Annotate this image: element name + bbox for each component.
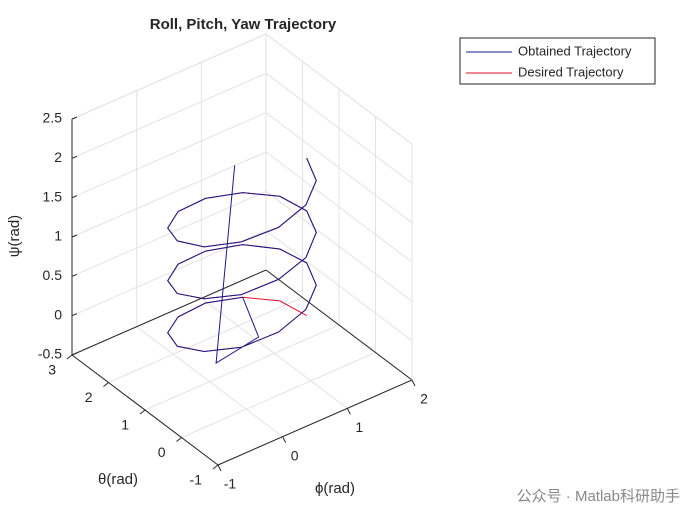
tick-mark bbox=[71, 234, 78, 238]
tick-mark bbox=[71, 155, 78, 159]
trajectory-line bbox=[167, 158, 317, 365]
grid-line bbox=[265, 151, 413, 263]
axis-edge bbox=[71, 33, 267, 120]
legend-label: Obtained Trajectory bbox=[518, 43, 632, 58]
grid-line bbox=[108, 297, 303, 383]
x-axis-label: ϕ(rad) bbox=[315, 480, 355, 497]
z-tick-label: 2 bbox=[54, 149, 62, 165]
x-tick-label: 2 bbox=[420, 391, 428, 407]
z-tick-label: 1 bbox=[54, 228, 62, 244]
tick-mark bbox=[217, 464, 222, 472]
x-tick-label: 1 bbox=[355, 419, 363, 435]
axis-edge bbox=[217, 379, 413, 466]
y-tick-label: 3 bbox=[48, 362, 56, 378]
z-tick-label: 0.5 bbox=[43, 267, 63, 283]
x-tick-label: -1 bbox=[224, 476, 237, 492]
y-tick-label: -1 bbox=[190, 472, 203, 488]
z-tick-label: 2.5 bbox=[43, 110, 63, 126]
tick-mark bbox=[411, 379, 416, 387]
tick-mark bbox=[71, 195, 78, 199]
tick-mark bbox=[176, 437, 182, 442]
tick-mark bbox=[282, 436, 287, 443]
tick-mark bbox=[66, 354, 73, 360]
grid-line bbox=[144, 324, 340, 411]
x-tick-label: 0 bbox=[291, 447, 299, 463]
grid-line bbox=[71, 112, 267, 199]
chart-title: Roll, Pitch, Yaw Trajectory bbox=[150, 16, 337, 33]
tick-mark bbox=[346, 408, 351, 415]
z-tick-label: -0.5 bbox=[38, 346, 62, 362]
tick-mark bbox=[103, 382, 109, 387]
grid-line bbox=[71, 72, 267, 159]
tick-mark bbox=[71, 116, 78, 120]
z-tick-label: 0 bbox=[54, 306, 62, 322]
grid-line bbox=[181, 352, 376, 438]
tick-mark bbox=[71, 352, 78, 356]
tick-mark bbox=[71, 313, 78, 317]
axis-edge bbox=[265, 269, 413, 381]
y-tick-label: 1 bbox=[121, 417, 129, 433]
tick-mark bbox=[139, 409, 146, 415]
legend-label: Desired Trajectory bbox=[518, 64, 624, 79]
tick-mark bbox=[212, 464, 219, 470]
trajectory-line bbox=[167, 158, 317, 353]
grid-line bbox=[265, 112, 413, 224]
axis-edge bbox=[265, 33, 413, 145]
axis-edge bbox=[71, 269, 267, 356]
watermark: 公众号 · Matlab科研助手 bbox=[517, 488, 680, 505]
grid-line bbox=[71, 151, 267, 238]
y-axis-label: θ(rad) bbox=[98, 471, 138, 488]
grid-line bbox=[265, 230, 413, 342]
y-tick-label: 0 bbox=[158, 444, 166, 460]
grid-line bbox=[71, 230, 267, 317]
grid-line bbox=[265, 72, 413, 184]
y-tick-label: 2 bbox=[85, 389, 93, 405]
z-tick-label: 1.5 bbox=[43, 188, 63, 204]
grid-line bbox=[265, 190, 413, 302]
legend-box bbox=[459, 37, 656, 85]
grid-line bbox=[71, 190, 267, 277]
tick-mark bbox=[71, 273, 78, 277]
z-axis-label: ψ(rad) bbox=[6, 215, 23, 257]
